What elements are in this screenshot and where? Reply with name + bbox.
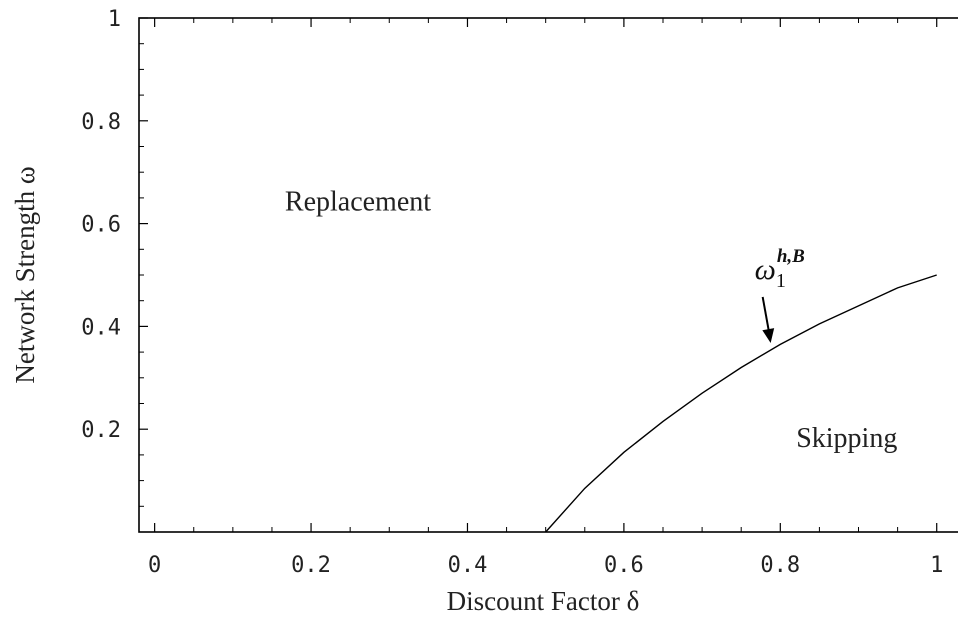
x-axis-label: Discount Factor δ [447, 586, 640, 616]
x-tick-label: 0.6 [604, 553, 644, 578]
y-tick-label: 0.4 [81, 315, 121, 340]
x-tick-label: 0.4 [448, 553, 488, 578]
y-tick-label: 0.6 [81, 213, 121, 238]
plot-frame [138, 17, 958, 533]
x-tick-label: 0 [148, 553, 161, 578]
x-tick-label: 0.2 [291, 553, 331, 578]
y-tick-label: 0.2 [81, 418, 121, 443]
boundary-curve [545, 274, 937, 533]
x-tick-label: 0.8 [760, 553, 800, 578]
y-tick-label: 1 [108, 7, 121, 32]
region-label: Skipping [796, 423, 897, 454]
region-label: Replacement [285, 186, 431, 217]
y-tick-label: 0.8 [81, 110, 121, 135]
arrow-shaft [761, 296, 771, 334]
curve-label: ω1h,B [755, 246, 805, 292]
x-tick-label: 1 [930, 553, 943, 578]
arrow-head [762, 328, 775, 343]
y-axis-label: Network Strength ω [10, 166, 40, 383]
